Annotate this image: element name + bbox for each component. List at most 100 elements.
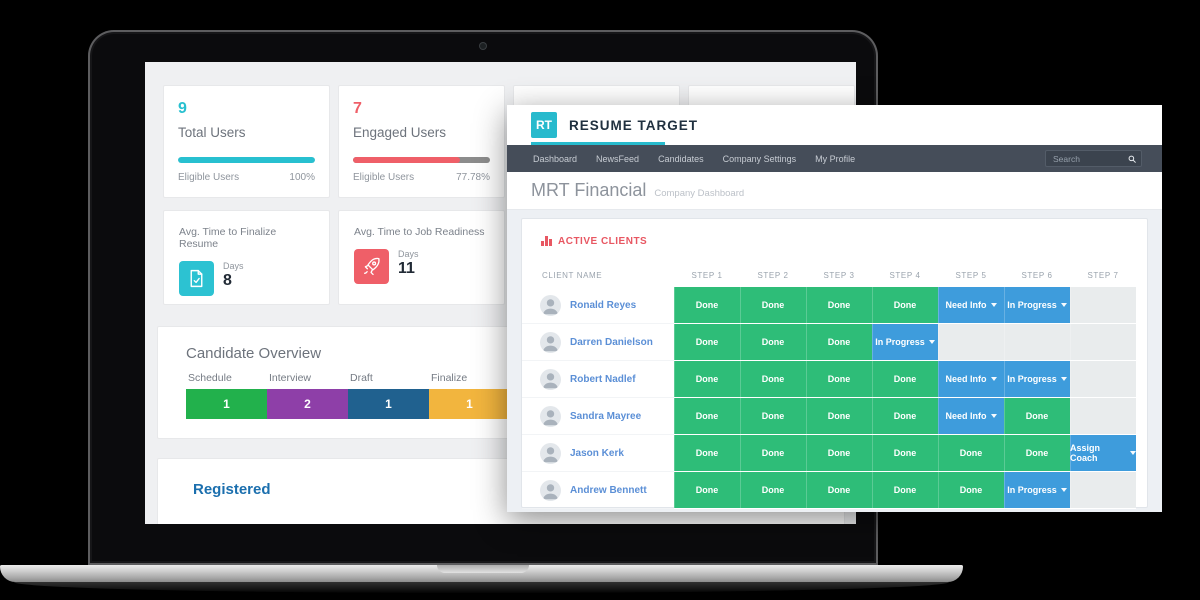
kpi-value: 8 xyxy=(223,272,232,289)
step-cell-empty xyxy=(1070,361,1136,398)
bar-chart-icon xyxy=(541,236,553,246)
metric-label: Eligible Users xyxy=(178,172,240,183)
nav-item-candidates[interactable]: Candidates xyxy=(658,153,704,164)
column-header: STEP 7 xyxy=(1087,270,1119,280)
active-clients-card: ACTIVE CLIENTS CLIENT NAME STEP 1 STEP 2 ST… xyxy=(521,218,1148,509)
step-cell-in-progress[interactable]: In Progress xyxy=(1004,472,1070,509)
chevron-down-icon xyxy=(928,340,935,344)
stat-label: Total Users xyxy=(178,125,246,140)
stage-segment: 2 xyxy=(267,389,348,419)
search-input[interactable] xyxy=(1053,153,1127,164)
step-cell-done[interactable]: Done xyxy=(872,361,938,398)
kpi-value: 11 xyxy=(398,260,415,277)
app-logo[interactable]: RT xyxy=(531,112,557,138)
step-cell-empty xyxy=(1070,472,1136,509)
nav-items: Dashboard NewsFeed Candidates Company Setti… xyxy=(533,154,874,164)
client-name-link[interactable]: Ronald Reyes xyxy=(570,299,637,311)
client-name-link[interactable]: Andrew Bennett xyxy=(570,484,647,496)
client-name-link[interactable]: Robert Nadlef xyxy=(570,373,636,385)
nav-item-my-profile[interactable]: My Profile xyxy=(815,153,856,164)
table-body: Ronald Reyes Done Done Done Done Need Info In … xyxy=(522,287,1147,509)
step-cell-done[interactable]: Done xyxy=(872,287,938,324)
step-cell-in-progress[interactable]: In Progress xyxy=(1004,287,1070,324)
step-cell-done[interactable]: Done xyxy=(872,435,938,472)
step-cell-need-info[interactable]: Need Info xyxy=(938,287,1004,324)
step-cell-done[interactable]: Done xyxy=(1004,435,1070,472)
step-cell-done[interactable]: Done xyxy=(740,287,806,324)
step-cell-done[interactable]: Done xyxy=(740,398,806,435)
laptop-base-notch xyxy=(437,565,529,573)
step-cell-empty xyxy=(1004,324,1070,361)
step-cell-done[interactable]: Done xyxy=(806,472,872,509)
step-cell-done[interactable]: Done xyxy=(806,398,872,435)
step-cell-empty xyxy=(1070,324,1136,361)
step-cell-done[interactable]: Done xyxy=(806,324,872,361)
step-cell-empty xyxy=(1070,287,1136,324)
step-cell-done[interactable]: Done xyxy=(806,435,872,472)
stage-segment: 1 xyxy=(348,389,429,419)
avatar xyxy=(540,368,561,390)
webcam-dot xyxy=(480,43,486,49)
step-cell-done[interactable]: Done xyxy=(872,472,938,509)
kpi-card-job-readiness: Avg. Time to Job Readiness Days 11 xyxy=(338,210,505,305)
chevron-down-icon xyxy=(990,414,997,418)
stage-labels: Schedule Interview Draft Finalize xyxy=(186,372,844,384)
stat-card-engaged-users: 7 Engaged Users Eligible Users 77.78% xyxy=(338,85,505,198)
step-cell-done[interactable]: Done xyxy=(674,324,740,361)
table-row: Andrew Bennett Done Done Done Done Done In Pro… xyxy=(522,472,1147,509)
step-cell-done[interactable]: Done xyxy=(1004,398,1070,435)
step-cell-empty xyxy=(938,324,1004,361)
progress-bar xyxy=(353,157,490,163)
stage-label: Finalize xyxy=(431,372,468,384)
step-cell-assign-coach[interactable]: Assign Coach xyxy=(1070,435,1136,472)
client-cell: Darren Danielson xyxy=(522,324,674,361)
nav-item-company-settings[interactable]: Company Settings xyxy=(722,153,797,164)
step-cell-done[interactable]: Done xyxy=(938,435,1004,472)
column-header: STEP 3 xyxy=(823,270,855,280)
column-header: CLIENT NAME xyxy=(542,270,603,280)
step-cell-done[interactable]: Done xyxy=(674,398,740,435)
panel-header: RT RESUME TARGET xyxy=(507,105,1162,145)
step-cell-in-progress[interactable]: In Progress xyxy=(872,324,938,361)
avatar xyxy=(540,479,561,501)
avatar xyxy=(540,294,561,316)
step-cell-done[interactable]: Done xyxy=(740,472,806,509)
step-cell-done[interactable]: Done xyxy=(674,287,740,324)
step-cell-done[interactable]: Done xyxy=(806,287,872,324)
kpi-unit: Days xyxy=(223,261,244,271)
nav-item-newsfeed[interactable]: NewsFeed xyxy=(596,153,640,164)
stage-label: Schedule xyxy=(188,372,232,384)
table-row: Jason Kerk Done Done Done Done Done Done Assign… xyxy=(522,435,1147,472)
chevron-down-icon xyxy=(1060,303,1067,307)
search-icon[interactable] xyxy=(1127,154,1137,164)
step-cell-need-info[interactable]: Need Info xyxy=(938,361,1004,398)
search-box[interactable] xyxy=(1045,150,1142,167)
resume-target-panel: RT RESUME TARGET Dashboard NewsFeed Candid… xyxy=(507,105,1162,512)
metric-value: 100% xyxy=(289,172,315,183)
step-cell-done[interactable]: Done xyxy=(872,398,938,435)
step-cell-done[interactable]: Done xyxy=(674,361,740,398)
page-title: MRT Financial xyxy=(531,180,647,200)
column-header: STEP 5 xyxy=(955,270,987,280)
step-cell-done[interactable]: Done xyxy=(674,472,740,509)
kpi-card-finalize-resume: Avg. Time to Finalize Resume Days 8 xyxy=(163,210,330,305)
step-cell-done[interactable]: Done xyxy=(806,361,872,398)
step-cell-done[interactable]: Done xyxy=(938,472,1004,509)
step-cell-done[interactable]: Done xyxy=(674,435,740,472)
step-cell-need-info[interactable]: Need Info xyxy=(938,398,1004,435)
client-name-link[interactable]: Jason Kerk xyxy=(570,447,624,459)
stat-label: Engaged Users xyxy=(353,125,447,140)
client-cell: Ronald Reyes xyxy=(522,287,674,324)
step-cell-empty xyxy=(1070,398,1136,435)
nav-item-dashboard[interactable]: Dashboard xyxy=(533,153,578,164)
rocket-icon xyxy=(354,249,389,284)
step-cell-in-progress[interactable]: In Progress xyxy=(1004,361,1070,398)
step-cell-done[interactable]: Done xyxy=(740,435,806,472)
laptop-base xyxy=(0,565,963,582)
table-header: CLIENT NAME STEP 1 STEP 2 STEP 3 STEP 4 STEP … xyxy=(522,263,1147,287)
client-name-link[interactable]: Sandra Mayree xyxy=(570,410,642,422)
step-cell-done[interactable]: Done xyxy=(740,361,806,398)
client-name-link[interactable]: Darren Danielson xyxy=(570,336,653,348)
avatar xyxy=(540,331,561,353)
step-cell-done[interactable]: Done xyxy=(740,324,806,361)
